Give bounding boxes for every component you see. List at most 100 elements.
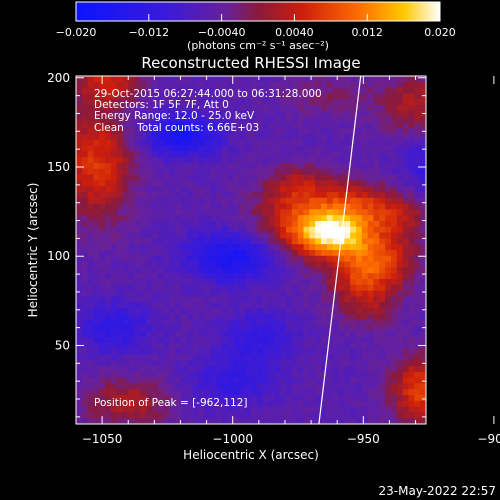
heatmap-cell [256,151,264,158]
heatmap-cell [350,192,357,199]
heatmap-cell [338,360,345,367]
heatmap-cell [99,203,106,210]
heatmap-cell [309,105,316,112]
heatmap-cell [262,325,270,332]
heatmap-cell [361,116,369,123]
heatmap-cell [175,319,182,326]
heatmap-cell [181,174,188,181]
heatmap-cell [408,116,415,123]
heatmap-cell [204,325,211,332]
heatmap-cell [245,255,252,263]
heatmap-cell [379,255,386,263]
heatmap-cell [186,221,194,228]
heatmap-cell [239,255,246,263]
heatmap-cell [367,226,375,234]
heatmap-cell [81,76,89,83]
heatmap-cell [169,284,176,292]
heatmap-cell [192,203,200,210]
heatmap-cell [251,400,258,408]
heatmap-cell [146,337,153,344]
heatmap-cell [291,406,299,413]
heatmap-cell [332,134,340,141]
heatmap-cell [186,389,194,396]
heatmap-cell [396,331,404,338]
heatmap-cell [146,151,153,158]
y-axis-label: Heliocentric Y (arcsec) [26,183,40,318]
heatmap-cell [93,267,100,274]
heatmap-cell [344,209,351,216]
heatmap-cell [210,232,217,239]
heatmap-cell [338,279,345,286]
heatmap-cell [181,371,188,379]
heatmap-cell [303,383,310,390]
heatmap-cell [221,186,229,193]
heatmap-cell [321,400,328,408]
heatmap-cell [402,284,410,292]
heatmap-cell [233,267,240,274]
heatmap-cell [326,412,334,419]
heatmap-cell [338,197,345,205]
heatmap-cell [221,215,229,222]
heatmap-cell [146,325,153,332]
heatmap-cell [210,197,217,205]
heatmap-cell [274,221,281,228]
heatmap-cell [385,180,392,187]
heatmap-cell [227,76,235,83]
heatmap-cell [350,377,357,384]
heatmap-cell [297,203,305,210]
heatmap-cell [245,209,252,216]
heatmap-cell [163,389,170,396]
heatmap-cell [239,337,246,344]
heatmap-cell [175,76,182,83]
heatmap-cell [204,331,211,338]
heatmap-cell [321,418,328,424]
heatmap-cell [350,157,357,164]
heatmap-cell [361,87,369,94]
heatmap-cell [373,250,380,257]
heatmap-cell [321,383,328,390]
heatmap-cell [245,134,252,141]
heatmap-cell [157,325,165,332]
heatmap-cell [175,168,182,176]
heatmap-cell [81,163,89,170]
heatmap-cell [122,226,130,234]
heatmap-cell [111,377,118,384]
heatmap-cell [175,197,182,205]
heatmap-cell [198,383,205,390]
heatmap-cell [204,244,211,251]
heatmap-cell [157,168,165,176]
heatmap-cell [204,383,211,390]
heatmap-cell [373,122,380,129]
heatmap-cell [122,163,130,170]
heatmap-cell [256,290,264,297]
heatmap-cell [332,255,340,263]
heatmap-cell [385,105,392,112]
heatmap-cell [344,412,351,419]
heatmap-cell [379,244,386,251]
heatmap-cell [286,383,293,390]
heatmap-cell [309,76,316,83]
heatmap-cell [326,209,334,216]
heatmap-cell [414,273,421,280]
heatmap-cell [198,226,205,234]
heatmap-cell [216,221,223,228]
heatmap-cell [315,139,322,147]
heatmap-cell [268,215,275,222]
heatmap-cell [210,389,217,396]
heatmap-cell [216,360,223,367]
heatmap-cell [93,331,100,338]
heatmap-cell [326,250,334,257]
heatmap-cell [245,157,252,164]
heatmap-cell [326,418,334,424]
heatmap-cell [420,412,426,419]
heatmap-cell [367,331,375,338]
heatmap-cell [402,209,410,216]
heatmap-cell [99,319,106,326]
heatmap-cell [216,238,223,245]
heatmap-cell [326,395,334,402]
heatmap-cell [116,168,124,176]
heatmap-cell [111,197,118,205]
heatmap-cell [221,145,229,152]
heatmap-cell [379,203,386,210]
heatmap-cell [204,180,211,187]
